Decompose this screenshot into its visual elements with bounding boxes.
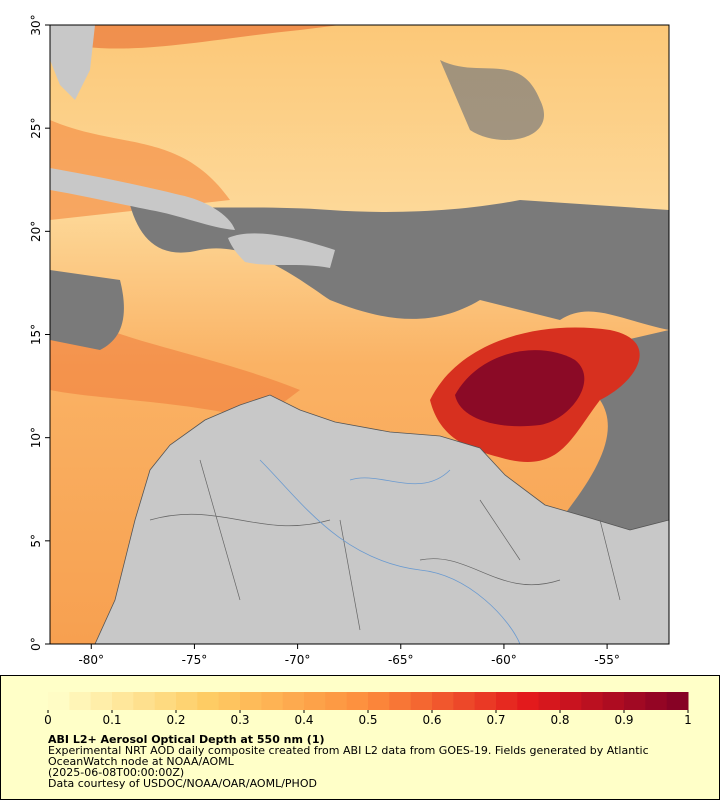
colorbar-swatch (517, 692, 540, 710)
x-tick-label: -60° (491, 653, 517, 667)
no-data (130, 200, 669, 330)
land (50, 168, 235, 230)
colorbar-swatch (624, 692, 646, 710)
colorbar-swatch (389, 692, 412, 710)
colorbar-swatch (368, 692, 390, 710)
colorbar-swatch (304, 692, 326, 710)
land (50, 25, 95, 100)
aod-high-band (50, 25, 340, 49)
colorbar-tick-label: 0.9 (614, 713, 633, 727)
colorbar-swatch (133, 692, 156, 710)
borders (149, 459, 621, 631)
y-tick-label: 15° (29, 324, 43, 345)
colorbar-swatch (90, 692, 113, 710)
colorbar-swatch (69, 692, 92, 710)
colorbar-swatch (453, 692, 476, 710)
colorbar-swatch (410, 692, 433, 710)
caption-timestamp: (2025-06-08T00:00:00Z) (48, 766, 184, 779)
caption-line: Experimental NRT AOD daily composite cre… (48, 744, 649, 757)
colorbar: 0 0.1 0.2 0.3 0.4 0.5 0.6 0.7 0.8 0.9 1 (44, 692, 692, 727)
aod-high-band (50, 300, 300, 420)
colorbar-swatch (325, 692, 348, 710)
colorbar-tick-label: 0.8 (550, 713, 569, 727)
x-tick-label: -70° (285, 653, 311, 667)
caption-title: ABI L2+ Aerosol Optical Depth at 550 nm … (48, 733, 325, 746)
colorbar-tick-label: 0.3 (230, 713, 249, 727)
no-data (440, 60, 544, 140)
colorbar-swatch (581, 692, 604, 710)
colorbar-swatch (496, 692, 518, 710)
colorbar-tick-label: 0.4 (294, 713, 313, 727)
x-tick-label: -80° (78, 653, 104, 667)
x-tick-label: -65° (388, 653, 414, 667)
y-tick-label: 30° (29, 14, 43, 35)
colorbar-swatch (48, 692, 70, 710)
colorbar-swatch (112, 692, 134, 710)
map-field (50, 25, 669, 644)
colorbar-swatch (666, 692, 689, 710)
land (228, 233, 335, 268)
colorbar-swatch (282, 692, 305, 710)
colorbar-swatch (240, 692, 262, 710)
colorbar-swatch (154, 692, 177, 710)
colorbar-tick-label: 0.6 (422, 713, 441, 727)
colorbar-tick-label: 0.5 (358, 713, 377, 727)
colorbar-swatch (346, 692, 369, 710)
y-tick-label: 10° (29, 427, 43, 448)
colorbar-swatch (218, 692, 241, 710)
colorbar-swatch (261, 692, 284, 710)
y-tick-label: 25° (29, 118, 43, 139)
colorbar-swatch (432, 692, 454, 710)
x-tick-label: -55° (594, 653, 620, 667)
rivers (259, 459, 521, 644)
no-data (50, 270, 124, 350)
colorbar-swatch (474, 692, 497, 710)
x-tick-label: -75° (182, 653, 208, 667)
colorbar-tick-label: 0.2 (166, 713, 185, 727)
south-america (94, 394, 669, 644)
caption-line: OceanWatch node at NOAA/AOML (48, 755, 235, 768)
colorbar-swatch (176, 692, 198, 710)
y-tick-label: 20° (29, 221, 43, 242)
colorbar-swatch (560, 692, 582, 710)
caption-description: Experimental NRT AOD daily composite cre… (48, 744, 649, 768)
colorbar-tick-label: 1 (684, 713, 692, 727)
colorbar-swatch (602, 692, 625, 710)
colorbar-swatch (197, 692, 220, 710)
colorbar-tick-label: 0.7 (486, 713, 505, 727)
colorbar-swatch (645, 692, 668, 710)
y-tick-label: 0° (29, 637, 43, 651)
colorbar-tick-label: 0.1 (102, 713, 121, 727)
plume-core (455, 350, 585, 427)
colorbar-tick-label: 0 (44, 713, 52, 727)
y-tick-label: 5° (29, 534, 43, 548)
caption-credit: Data courtesy of USDOC/NOAA/OAR/AOML/PHO… (48, 777, 317, 790)
colorbar-swatch (538, 692, 561, 710)
